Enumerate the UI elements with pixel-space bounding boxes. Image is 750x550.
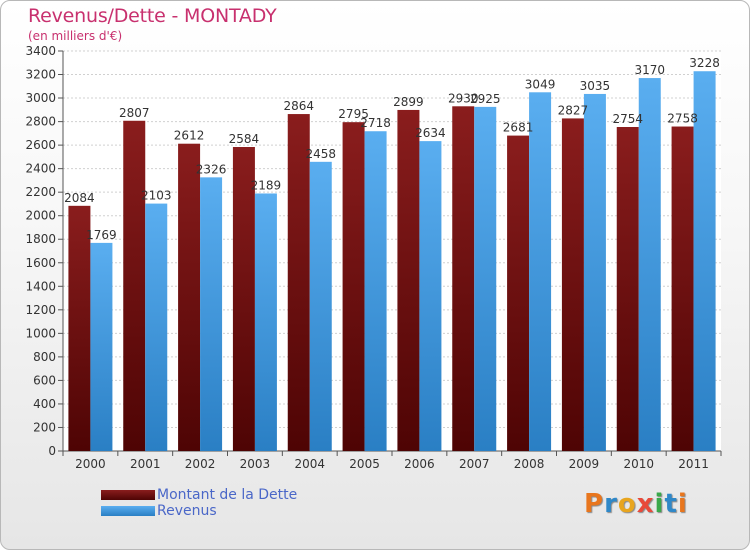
bar-revenus (474, 106, 497, 451)
legend-swatch-revenus (101, 506, 155, 516)
x-tick-label: 2000 (75, 457, 106, 471)
data-label-revenus: 2326 (196, 162, 227, 176)
data-label-dette: 2795 (338, 107, 369, 121)
x-tick-label: 2008 (514, 457, 545, 471)
chart-title: Revenus/Dette - MONTADY (28, 5, 277, 27)
legend-label-dette: Montant de la Dette (157, 487, 298, 503)
bar-revenus (419, 141, 442, 451)
bars (68, 71, 716, 452)
bar-revenus (529, 92, 552, 451)
bar-dette (507, 135, 530, 451)
y-tick-label: 800 (33, 350, 56, 364)
data-label-revenus: 1769 (86, 228, 117, 242)
y-tick-label: 200 (33, 420, 56, 434)
data-label-dette: 2612 (174, 129, 205, 143)
data-label-revenus: 2189 (251, 178, 282, 192)
y-tick-label: 1400 (25, 279, 56, 293)
data-label-dette: 2807 (119, 106, 150, 120)
data-label-dette: 2899 (393, 95, 424, 109)
data-label-dette: 2584 (229, 132, 260, 146)
bar-revenus (583, 93, 606, 452)
bar-revenus (638, 78, 661, 451)
y-tick-label: 1600 (25, 256, 56, 270)
x-tick-label: 2009 (569, 457, 600, 471)
x-tick-label: 2002 (185, 457, 216, 471)
proxiti-logo: Proxiti (584, 489, 688, 519)
plot-area (63, 51, 721, 451)
x-tick-label: 2006 (404, 457, 435, 471)
bar-revenus (364, 131, 387, 451)
y-tick-label: 1200 (25, 303, 56, 317)
data-label-revenus: 2634 (415, 126, 446, 140)
x-tick-label: 2011 (678, 457, 709, 471)
bar-dette (452, 106, 475, 451)
bar-dette (342, 122, 365, 452)
bar-dette (178, 143, 201, 452)
y-tick-label: 400 (33, 397, 56, 411)
bar-dette (616, 127, 639, 451)
chart-subtitle: (en milliers d'€) (28, 29, 123, 43)
data-label-dette: 2930 (448, 91, 479, 105)
data-label-revenus: 2925 (470, 92, 501, 106)
data-label-dette: 2084 (64, 191, 95, 205)
grid-lines (63, 50, 721, 452)
y-tick-label: 1000 (25, 326, 56, 340)
axes: 0 200 400 600 800 1000 1200 1400 1600 1800 2000 220… (25, 44, 722, 471)
bar-dette (561, 118, 584, 451)
data-label-dette: 2754 (612, 112, 643, 126)
data-label-revenus: 2718 (360, 116, 391, 130)
y-tick-label: 3400 (25, 44, 56, 58)
data-label-revenus: 2103 (141, 189, 172, 203)
y-tick-label: 600 (33, 373, 56, 387)
data-labels: 2084 1769 2807 2103 2612 2326 2584 2189 2864 2458… (64, 56, 720, 242)
legend-label-revenus: Revenus (157, 503, 217, 519)
y-tick-label: 2800 (25, 115, 56, 129)
bar-revenus (254, 193, 277, 451)
data-label-dette: 2681 (503, 121, 534, 135)
legend-swatch-dette (101, 490, 155, 500)
y-tick-label: 0 (48, 444, 56, 458)
data-label-dette: 2864 (283, 99, 314, 113)
data-label-revenus: 3049 (525, 77, 556, 91)
y-tick-label: 2200 (25, 185, 56, 199)
data-label-dette: 2758 (667, 112, 698, 126)
y-tick-label: 2600 (25, 138, 56, 152)
bar-revenus (200, 177, 223, 451)
x-tick-label: 2010 (623, 457, 654, 471)
bar-dette (671, 126, 694, 451)
bar-revenus (90, 242, 113, 451)
bar-dette (287, 114, 310, 451)
y-tick-label: 3200 (25, 68, 56, 82)
bar-dette (68, 205, 91, 451)
y-tick-label: 3000 (25, 91, 56, 105)
bar-revenus (145, 203, 168, 451)
y-tick-label: 2400 (25, 162, 56, 176)
bar-dette (123, 120, 146, 451)
bar-revenus (693, 71, 716, 451)
x-tick-label: 2004 (294, 457, 325, 471)
x-tick-label: 2003 (240, 457, 271, 471)
bar-dette (232, 147, 255, 451)
bar-dette (397, 109, 420, 452)
data-label-dette: 2827 (558, 103, 589, 117)
bar-revenus (309, 161, 332, 451)
x-tick-label: 2007 (459, 457, 490, 471)
y-tick-label: 1800 (25, 232, 56, 246)
data-label-revenus: 3035 (580, 79, 611, 93)
x-tick-label: 2005 (349, 457, 380, 471)
y-tick-label: 2000 (25, 209, 56, 223)
data-label-revenus: 2458 (305, 147, 336, 161)
data-label-revenus: 3228 (689, 56, 720, 70)
x-tick-label: 2001 (130, 457, 161, 471)
data-label-revenus: 3170 (634, 63, 665, 77)
